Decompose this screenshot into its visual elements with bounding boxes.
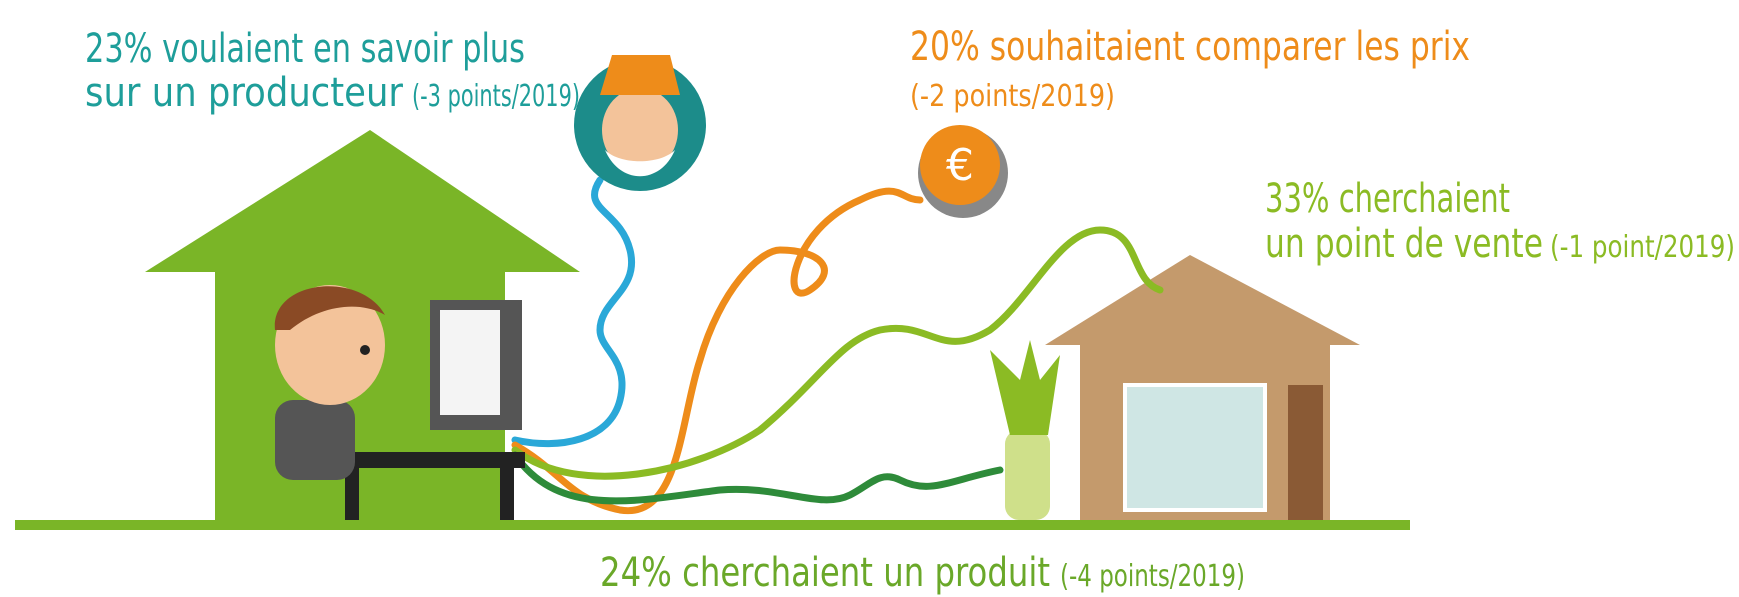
callout-line: 24% cherchaient un produit: [600, 550, 1050, 596]
callout-line: un point de vente: [1265, 221, 1543, 267]
shop-window: [1125, 385, 1265, 510]
green-house-roof: [145, 130, 580, 272]
callout-note: (-3 points/2019): [412, 79, 580, 114]
callout-line: 33% cherchaient: [1265, 176, 1510, 222]
shop-door: [1288, 385, 1323, 522]
callout-line: 23% voulaient en savoir plus: [85, 26, 525, 72]
desk: [330, 452, 525, 468]
infographic: € 23% voulaient en savoir plus sur un pr…: [0, 0, 1739, 597]
blue-wire: [515, 180, 632, 444]
page: € 23% voulaient en savoir plus sur un pr…: [0, 0, 1739, 597]
callout-line: sur un producteur: [85, 70, 403, 116]
callout-line: 20% souhaitaient comparer les prix: [910, 24, 1470, 70]
callout-note: (-4 points/2019): [1060, 559, 1245, 594]
leek-leaves: [990, 340, 1060, 435]
callout-note: (-2 points/2019): [910, 79, 1115, 114]
desk-leg: [500, 468, 514, 520]
leek-body: [1005, 430, 1050, 520]
farmer-hat: [600, 55, 680, 95]
callout-note: (-1 point/2019): [1550, 230, 1735, 265]
monitor-screen: [440, 310, 500, 415]
ground: [15, 520, 1410, 530]
person-eye: [360, 345, 370, 355]
shop-roof: [1045, 255, 1360, 345]
orange-wire: [515, 191, 920, 511]
person-body: [275, 400, 355, 480]
euro-sign: €: [946, 140, 974, 191]
